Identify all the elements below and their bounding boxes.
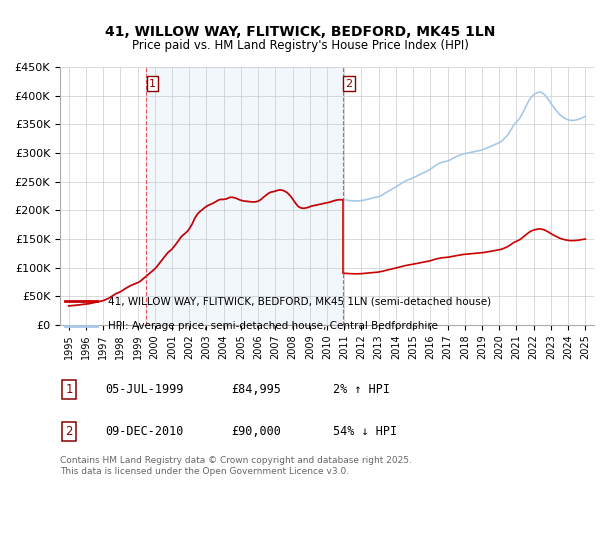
Text: Price paid vs. HM Land Registry's House Price Index (HPI): Price paid vs. HM Land Registry's House … xyxy=(131,39,469,52)
Text: 1: 1 xyxy=(65,382,73,396)
Text: 54% ↓ HPI: 54% ↓ HPI xyxy=(333,424,397,438)
Text: Contains HM Land Registry data © Crown copyright and database right 2025.
This d: Contains HM Land Registry data © Crown c… xyxy=(60,456,412,476)
Text: £84,995: £84,995 xyxy=(231,382,281,396)
Text: 41, WILLOW WAY, FLITWICK, BEDFORD, MK45 1LN (semi-detached house): 41, WILLOW WAY, FLITWICK, BEDFORD, MK45 … xyxy=(108,296,491,306)
Text: £90,000: £90,000 xyxy=(231,424,281,438)
Text: 41, WILLOW WAY, FLITWICK, BEDFORD, MK45 1LN: 41, WILLOW WAY, FLITWICK, BEDFORD, MK45 … xyxy=(105,25,495,39)
Text: 1: 1 xyxy=(149,78,156,88)
Text: 2% ↑ HPI: 2% ↑ HPI xyxy=(333,382,390,396)
Text: 2: 2 xyxy=(65,424,73,438)
Text: 05-JUL-1999: 05-JUL-1999 xyxy=(105,382,184,396)
Text: HPI: Average price, semi-detached house, Central Bedfordshire: HPI: Average price, semi-detached house,… xyxy=(108,321,438,331)
Text: 09-DEC-2010: 09-DEC-2010 xyxy=(105,424,184,438)
Text: 2: 2 xyxy=(346,78,353,88)
Bar xyxy=(146,67,343,325)
